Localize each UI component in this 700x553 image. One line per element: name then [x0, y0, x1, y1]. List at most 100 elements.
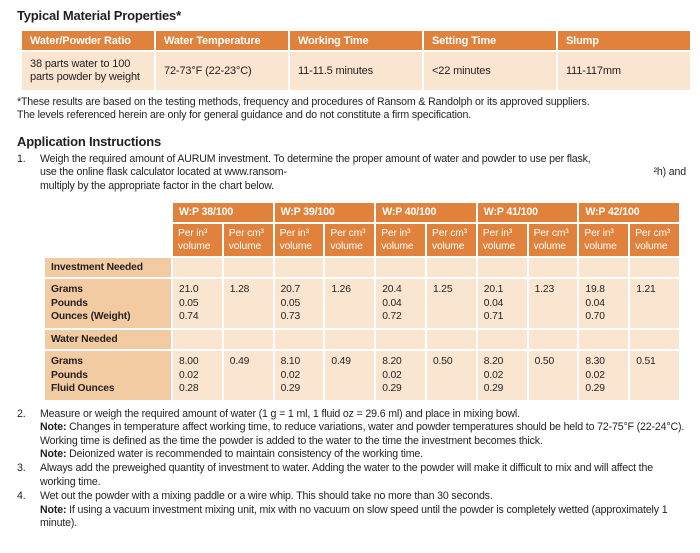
wp-group-39: W:P 39/100 [274, 203, 375, 223]
item-1-line-3: multiply by the appropriate factor in th… [40, 179, 274, 192]
application-instructions-heading: Application Instructions [17, 134, 161, 149]
water-needed-label: Water Needed [45, 330, 171, 349]
item-4-text: Wet out the powder with a mixing paddle … [40, 490, 686, 530]
list-item-4: 4. Wet out the powder with a mixing padd… [17, 490, 686, 530]
list-item-3: 3. Always add the preweighed quantity of… [17, 462, 686, 489]
item-4-line: Wet out the powder with a mixing paddle … [40, 490, 493, 503]
investment-value-cell: 1.21 [630, 279, 679, 328]
water-value-cell: 8.20 0.02 0.29 [477, 351, 527, 400]
properties-cell-working-time: 11-11.5 minutes [290, 52, 422, 90]
wp-subheader: Per cm³ volume [528, 224, 578, 257]
wp-group-40: W:P 40/100 [376, 203, 476, 223]
note-text: Deionized water is recommended to mainta… [66, 448, 423, 460]
wp-subheader: Per in³ volume [579, 224, 629, 257]
investment-value-cell: 1.25 [426, 279, 476, 328]
investment-value-cell: 1.23 [528, 279, 578, 328]
empty-cell [477, 258, 527, 278]
empty-cell [325, 330, 375, 349]
page-title: Typical Material Properties* [17, 8, 181, 23]
item-2-note-2: Note: Deionized water is recommended to … [40, 448, 686, 461]
footnote: *These results are based on the testing … [17, 96, 590, 121]
empty-cell [528, 330, 578, 349]
wp-subheader: Per cm³ volume [630, 224, 679, 257]
empty-cell [274, 258, 324, 278]
water-value-cell: 0.50 [426, 351, 476, 400]
wp-subheader: Per in³ volume [477, 224, 527, 257]
water-value-cell: 0.49 [325, 351, 375, 400]
empty-cell [528, 258, 578, 278]
investment-value-cell: 1.26 [325, 279, 375, 328]
wp-ratio-table: W:P 38/100 W:P 39/100 W:P 40/100 W:P 41/… [45, 203, 679, 400]
note-text: If using a vacuum investment mixing unit… [40, 503, 668, 530]
item-1-number: 1. [17, 153, 26, 165]
item-1-line-2-right: ²h) and [653, 166, 686, 179]
empty-cell [579, 330, 629, 349]
investment-value-cell: 1.28 [223, 279, 273, 328]
empty-cell [426, 330, 476, 349]
item-1-line-1: Weigh the required amount of AURUM inves… [40, 153, 591, 165]
item-4-number: 4. [17, 490, 26, 503]
empty-cell [630, 258, 679, 278]
water-value-cell: 8.20 0.02 0.29 [376, 351, 425, 400]
item-2-line: Measure or weigh the required amount of … [40, 407, 520, 420]
empty-cell [325, 258, 375, 278]
empty-cell [630, 330, 679, 349]
empty-cell [223, 330, 273, 349]
water-value-cell: 0.51 [630, 351, 679, 400]
properties-header-working-time: Working Time [290, 31, 422, 50]
properties-cell-slump: 111-117mm [558, 52, 690, 90]
item-3-number: 3. [17, 462, 26, 475]
properties-header-water-powder-ratio: Water/Powder Ratio [22, 31, 154, 50]
list-item-2: 2. Measure or weigh the required amount … [17, 408, 686, 462]
empty-cell [579, 258, 629, 278]
investment-value-cell: 19.8 0.04 0.70 [579, 279, 629, 328]
material-properties-table: Water/Powder Ratio Water Temperature Wor… [22, 31, 690, 90]
note-label: Note: [40, 503, 67, 516]
empty-cell [223, 258, 273, 278]
item-1-line-2: use the online flask calculator located … [40, 166, 686, 179]
water-value-cell: 8.10 0.02 0.29 [274, 351, 324, 400]
item-2-text: Measure or weigh the required amount of … [40, 408, 686, 462]
investment-value-cell: 20.1 0.04 0.71 [477, 279, 527, 328]
note-text: Changes in temperature affect working ti… [40, 421, 685, 447]
item-2-note-1: Note: Changes in temperature affect work… [40, 421, 686, 448]
wp-table-corner [45, 203, 171, 256]
item-2-number: 2. [17, 407, 26, 420]
empty-cell [376, 258, 425, 278]
empty-cell [477, 330, 527, 349]
water-value-cell: 0.50 [528, 351, 578, 400]
properties-header-water-temperature: Water Temperature [156, 31, 288, 50]
wp-subheader: Per cm³ volume [426, 224, 476, 257]
empty-cell [173, 258, 222, 278]
wp-subheader: Per cm³ volume [325, 224, 375, 257]
empty-cell [426, 258, 476, 278]
wp-subheader: Per in³ volume [376, 224, 425, 257]
investment-value-cell: 20.7 0.05 0.73 [274, 279, 324, 328]
properties-cell-temperature: 72-73°F (22-23°C) [156, 52, 288, 90]
note-label: Note: [40, 448, 67, 460]
investment-needed-label: Investment Needed [45, 258, 171, 278]
water-row-label: Grams Pounds Fluid Ounces [45, 351, 171, 400]
wp-subheader: Per in³ volume [173, 224, 222, 257]
empty-cell [173, 330, 222, 349]
item-1-text: Weigh the required amount of AURUM inves… [40, 153, 686, 407]
wp-group-42: W:P 42/100 [579, 203, 679, 223]
item-4-note: Note: If using a vacuum investment mixin… [40, 504, 686, 531]
properties-header-setting-time: Setting Time [424, 31, 556, 50]
note-label: Note: [40, 421, 67, 434]
empty-cell [376, 330, 425, 349]
water-value-cell: 0.49 [223, 351, 273, 400]
list-item-1: 1. Weigh the required amount of AURUM in… [17, 153, 686, 407]
wp-group-41: W:P 41/100 [477, 203, 578, 223]
water-value-cell: 8.30 0.02 0.29 [579, 351, 629, 400]
water-value-cell: 8.00 0.02 0.28 [173, 351, 222, 400]
properties-header-slump: Slump [558, 31, 690, 50]
properties-cell-setting-time: <22 minutes [424, 52, 556, 90]
investment-value-cell: 20.4 0.04 0.72 [376, 279, 425, 328]
wp-group-38: W:P 38/100 [173, 203, 273, 223]
wp-subheader: Per cm³ volume [223, 224, 273, 257]
instructions-list: 1. Weigh the required amount of AURUM in… [17, 153, 686, 530]
item-3-text: Always add the preweighed quantity of in… [40, 462, 653, 488]
investment-value-cell: 21.0 0.05 0.74 [173, 279, 222, 328]
ransom-url-text: use the online flask calculator located … [40, 166, 287, 179]
